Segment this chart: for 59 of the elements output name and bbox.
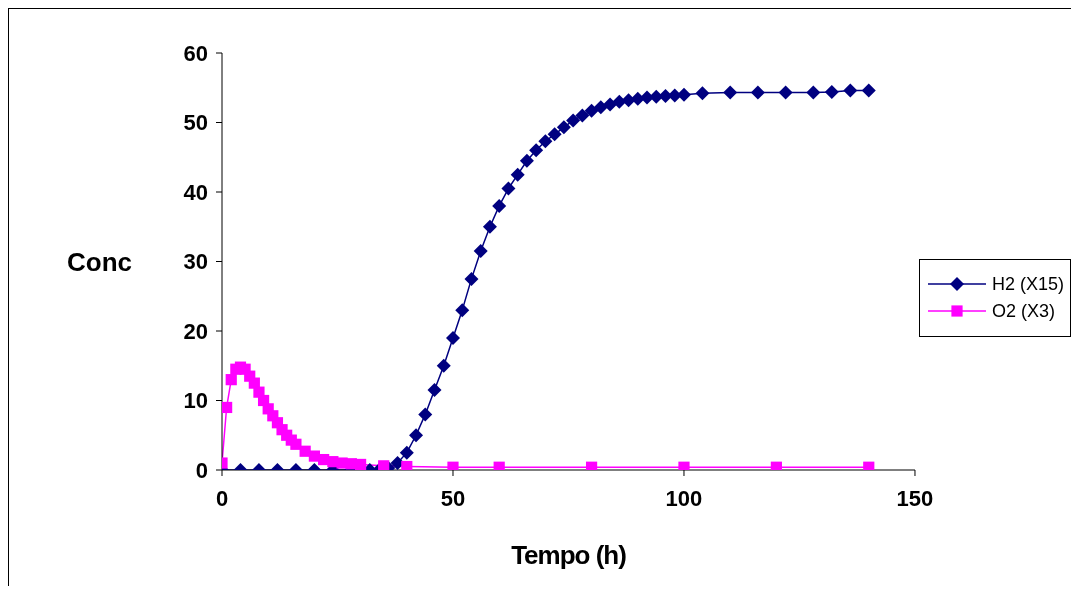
- point: [399, 445, 414, 460]
- x-tick-label: 150: [896, 485, 934, 511]
- point: [378, 460, 390, 470]
- point: [861, 83, 876, 98]
- point: [806, 85, 821, 100]
- point: [290, 438, 302, 450]
- point: [593, 100, 608, 115]
- point: [778, 85, 793, 100]
- y-tick-label: 50: [183, 110, 208, 136]
- point: [863, 461, 875, 470]
- point: [529, 143, 544, 158]
- point: [401, 460, 413, 470]
- y-axis-title: Conc: [67, 246, 132, 277]
- point: [612, 94, 627, 109]
- point: [584, 103, 599, 118]
- x-tick-label: 50: [440, 485, 466, 511]
- y-tick-label: 0: [195, 457, 208, 483]
- point: [750, 85, 765, 100]
- y-tick-label: 60: [183, 40, 208, 66]
- point: [824, 84, 839, 99]
- y-tick-label: 20: [183, 318, 208, 344]
- point: [427, 383, 442, 398]
- point: [770, 461, 782, 470]
- point: [455, 303, 470, 318]
- point: [354, 458, 367, 470]
- x-tick-label: 100: [665, 485, 703, 511]
- point: [695, 86, 710, 101]
- point: [445, 330, 460, 345]
- point: [222, 401, 233, 414]
- point: [501, 181, 516, 196]
- point: [630, 91, 645, 106]
- point: [547, 127, 562, 142]
- point: [436, 358, 451, 373]
- point: [510, 167, 525, 182]
- point: [492, 198, 507, 213]
- point: [409, 428, 424, 443]
- point: [603, 97, 618, 112]
- x-axis-title: Tempo (h): [511, 540, 627, 570]
- point: [493, 461, 505, 470]
- point: [843, 83, 858, 98]
- y-tick-label: 10: [183, 388, 208, 414]
- point: [566, 113, 581, 128]
- point: [575, 108, 590, 123]
- point: [464, 271, 479, 286]
- point: [482, 219, 497, 234]
- point: [473, 244, 488, 259]
- legend-label: O2 (X3): [991, 300, 1055, 322]
- y-tick-label: 40: [183, 179, 208, 205]
- point: [678, 461, 690, 470]
- legend-label: H2 (X15): [991, 273, 1064, 295]
- point: [447, 461, 459, 470]
- point: [723, 85, 738, 100]
- point: [225, 374, 237, 386]
- y-tick-label: 30: [183, 249, 208, 275]
- point: [519, 153, 534, 168]
- point: [538, 134, 553, 149]
- point: [556, 120, 571, 135]
- point: [418, 407, 433, 422]
- x-tick-label: 0: [215, 485, 229, 511]
